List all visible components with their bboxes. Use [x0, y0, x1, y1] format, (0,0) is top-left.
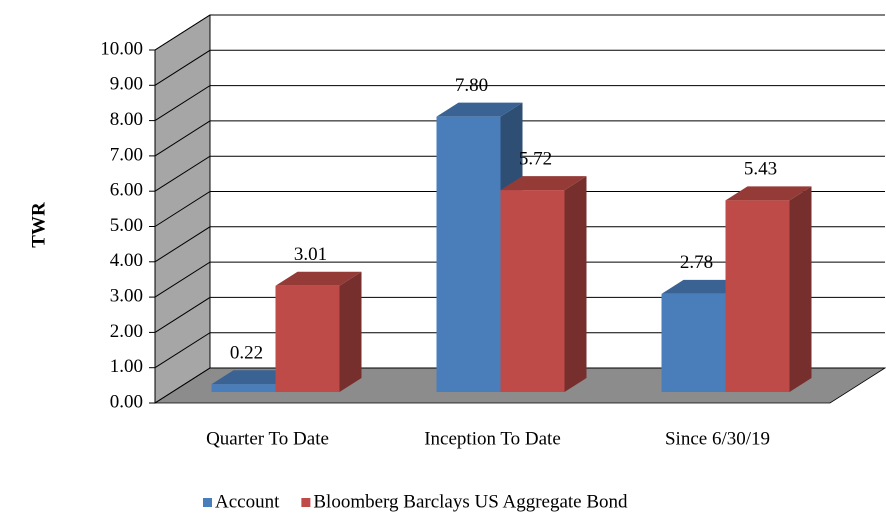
- legend-swatch: [301, 498, 311, 507]
- grid-line: [154, 191, 885, 227]
- value-label: 3.01: [294, 244, 327, 265]
- y-tick-label: 7.00: [110, 144, 143, 165]
- bar-front: [275, 285, 340, 392]
- x-tick-label: Inception To Date: [424, 428, 561, 449]
- bar-front: [211, 384, 276, 392]
- y-tick-label: 0.00: [110, 391, 143, 412]
- y-tick-label: 1.00: [110, 356, 143, 377]
- bar-top: [725, 186, 812, 201]
- y-axis-label: TWR: [28, 202, 49, 248]
- grid-line: [154, 155, 885, 192]
- y-tick-label: 4.00: [110, 250, 143, 271]
- y-tick-label: 8.00: [110, 109, 143, 130]
- y-tick-label: 10.00: [100, 38, 143, 59]
- bar-top: [436, 102, 523, 117]
- x-tick-label: Quarter To Date: [206, 428, 329, 449]
- bar-top: [275, 271, 362, 286]
- legend-label: Bloomberg Barclays US Aggregate Bond: [313, 491, 628, 512]
- y-tick-label: 3.00: [110, 285, 143, 306]
- bar-front: [500, 190, 565, 392]
- legend-label: Account: [215, 491, 280, 512]
- grid-line: [154, 85, 885, 122]
- grid-line: [154, 332, 885, 369]
- bar: [500, 176, 587, 392]
- bar-side: [339, 271, 362, 392]
- grid-line: [154, 49, 885, 86]
- y-tick-label: 6.00: [110, 180, 143, 201]
- value-label: 7.80: [455, 75, 488, 96]
- bar: [725, 186, 812, 392]
- grid-line: [154, 296, 885, 333]
- x-tick-label: Since 6/30/19: [665, 428, 770, 449]
- grid-line: [154, 261, 885, 298]
- y-tick-label: 5.00: [110, 215, 143, 236]
- grid-line: [154, 367, 885, 404]
- grid-line: [154, 14, 885, 51]
- bar-side: [789, 186, 812, 392]
- y-tick-label: 2.00: [110, 321, 143, 342]
- bar-top: [500, 176, 587, 191]
- bar-front: [661, 293, 726, 392]
- y-tick-label: 9.00: [110, 74, 143, 95]
- value-label: 5.43: [744, 159, 777, 180]
- legend-swatch: [203, 498, 212, 507]
- grid-line: [154, 226, 885, 263]
- bar-front: [725, 200, 790, 392]
- value-label: 0.22: [230, 343, 263, 364]
- value-label: 5.72: [519, 148, 552, 169]
- bar-front: [436, 116, 501, 392]
- grid-line: [154, 120, 885, 157]
- bar-side: [564, 176, 587, 392]
- value-label: 2.78: [680, 252, 713, 273]
- bar: [275, 271, 362, 392]
